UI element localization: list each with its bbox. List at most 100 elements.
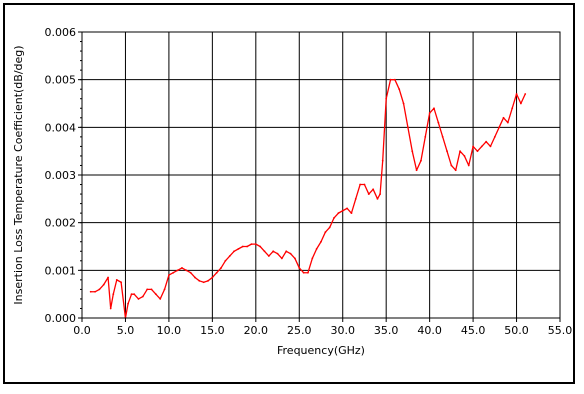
- y-tick-label: 0.002: [45, 217, 77, 230]
- data-point: [109, 307, 112, 310]
- data-point: [324, 231, 327, 234]
- data-point: [311, 257, 314, 260]
- data-point: [420, 159, 422, 162]
- data-point: [241, 245, 244, 248]
- data-point: [302, 271, 305, 274]
- data-point: [194, 276, 196, 279]
- data-point: [372, 188, 375, 191]
- data-point: [185, 269, 188, 272]
- data-point: [215, 271, 218, 274]
- data-point: [89, 290, 92, 293]
- x-tick-label: 15.0: [200, 324, 225, 337]
- data-point: [402, 102, 405, 105]
- data-point: [315, 247, 318, 250]
- data-point: [359, 183, 362, 186]
- y-tick-label: 0.000: [45, 312, 77, 325]
- data-point: [307, 271, 309, 274]
- data-point: [102, 283, 105, 286]
- grid-lines: [81, 31, 561, 319]
- data-point: [285, 250, 288, 253]
- data-point: [198, 279, 201, 282]
- data-point: [493, 135, 496, 138]
- data-point: [127, 302, 129, 305]
- y-tick-label: 0.006: [45, 26, 77, 39]
- data-point: [437, 121, 440, 124]
- data-point: [511, 107, 514, 110]
- data-point: [459, 150, 461, 153]
- x-tick-label: 55.0: [548, 324, 573, 337]
- data-point: [254, 243, 257, 246]
- data-point: [341, 209, 344, 212]
- y-tick-label: 0.005: [45, 74, 77, 87]
- x-tick-label: 45.0: [461, 324, 486, 337]
- x-tick-label: 5.0: [117, 324, 135, 337]
- data-point: [393, 78, 396, 81]
- data-point: [246, 245, 249, 248]
- data-point: [485, 140, 488, 143]
- y-axis-label: Insertion Loss Temperature Coefficient(d…: [12, 45, 25, 304]
- data-point: [163, 288, 166, 291]
- data-point: [115, 278, 118, 281]
- data-point: [202, 281, 205, 284]
- data-point: [220, 267, 222, 269]
- data-point: [428, 112, 431, 114]
- data-point: [446, 150, 448, 153]
- data-point: [354, 197, 357, 200]
- data-point: [333, 217, 335, 219]
- x-tick-label: 30.0: [330, 324, 355, 337]
- data-point: [189, 271, 192, 274]
- data-point: [411, 150, 414, 153]
- data-point: [159, 298, 162, 300]
- data-point: [415, 169, 418, 172]
- data-point: [228, 255, 231, 257]
- data-point: [476, 150, 479, 153]
- data-point: [328, 226, 331, 229]
- data-point: [463, 155, 466, 157]
- data-point: [450, 164, 453, 167]
- data-point: [441, 135, 444, 138]
- data-point: [367, 193, 370, 195]
- data-point: [120, 281, 123, 284]
- data-point: [176, 269, 179, 272]
- data-point: [298, 267, 301, 269]
- series-line: [90, 79, 526, 319]
- x-axis-label: Frequency(GHz): [277, 344, 365, 357]
- data-point: [207, 279, 209, 282]
- data-point: [498, 126, 501, 129]
- data-point: [424, 135, 427, 138]
- data-point: [350, 212, 353, 215]
- data-point: [519, 102, 522, 105]
- data-point: [294, 257, 296, 260]
- x-tick-label: 0.0: [73, 324, 91, 337]
- data-point: [276, 252, 279, 255]
- data-point: [480, 145, 483, 148]
- data-point: [237, 247, 240, 250]
- data-point: [407, 126, 409, 129]
- data-point: [181, 267, 183, 269]
- data-point: [94, 290, 96, 293]
- data-point: [502, 116, 505, 119]
- data-point: [489, 145, 492, 148]
- data-point: [267, 255, 270, 257]
- data-point: [250, 243, 253, 246]
- data-point: [524, 93, 527, 95]
- data-point: [133, 293, 136, 296]
- data-point: [398, 88, 401, 91]
- plot-series: [89, 78, 527, 319]
- x-tick-label: 25.0: [287, 324, 312, 337]
- data-point: [289, 252, 292, 255]
- data-point: [137, 298, 140, 300]
- y-tick-label: 0.001: [45, 264, 77, 277]
- data-point: [379, 193, 381, 195]
- data-point: [146, 288, 149, 291]
- data-point: [263, 250, 266, 253]
- data-point: [150, 288, 153, 291]
- data-point: [320, 240, 322, 243]
- data-point: [211, 276, 214, 279]
- data-point: [130, 293, 133, 296]
- data-point: [433, 107, 435, 110]
- x-tick-label: 20.0: [244, 324, 269, 337]
- chart-frame: [3, 3, 575, 384]
- y-tick-label: 0.003: [45, 169, 77, 182]
- data-point: [467, 164, 470, 167]
